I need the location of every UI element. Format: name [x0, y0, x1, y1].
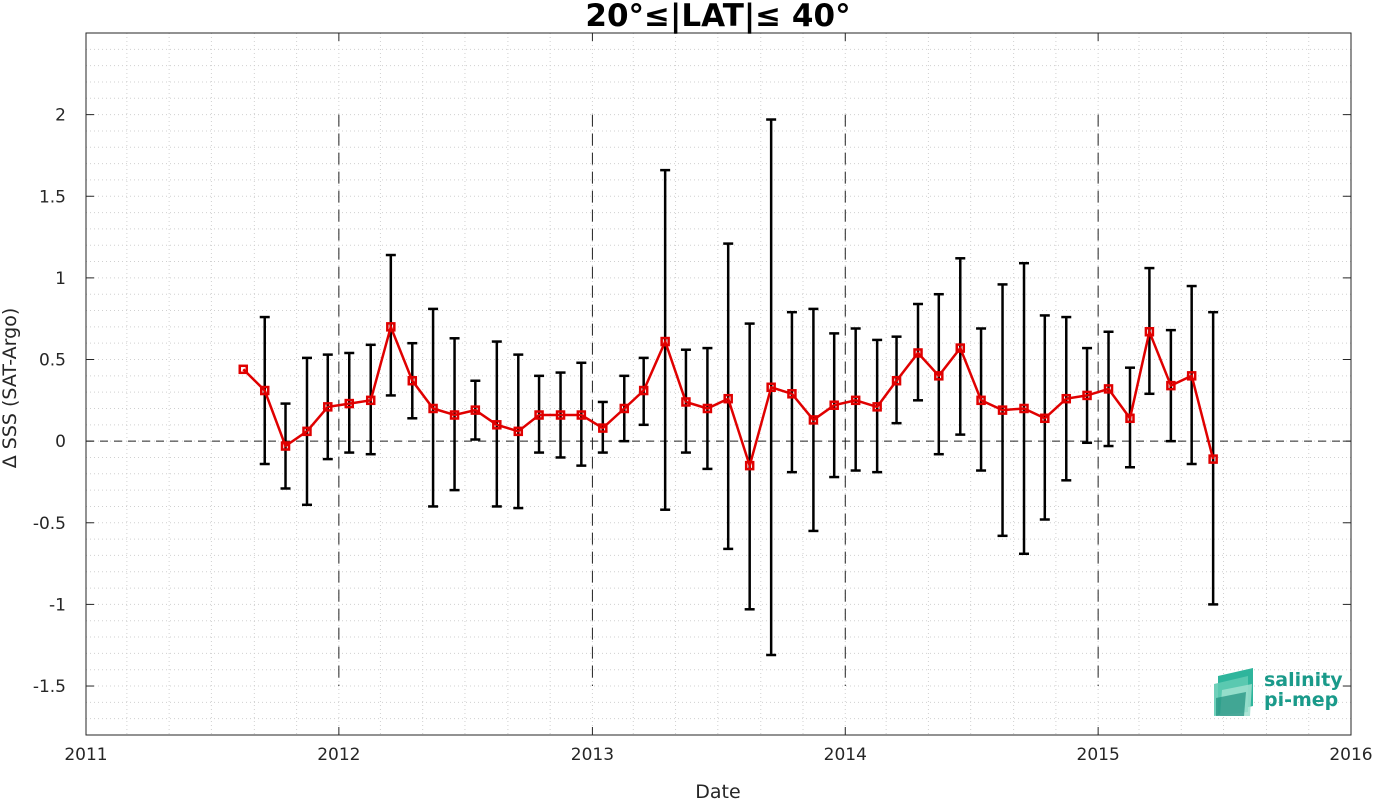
data-point — [787, 389, 797, 399]
data-point — [1166, 380, 1176, 391]
data-point — [238, 364, 249, 375]
data-point — [997, 405, 1008, 415]
series-line — [242, 322, 1215, 470]
data-point — [619, 403, 630, 414]
y-tick-labels: -1.5 -1 -0.5 0 0.5 1 1.5 2 — [33, 106, 66, 697]
logo-emblem-icon — [1214, 668, 1253, 716]
data-point — [702, 403, 713, 414]
x-tick-label: 2012 — [317, 745, 360, 765]
data-point — [407, 375, 418, 386]
data-point — [976, 395, 986, 406]
data-point — [660, 336, 670, 347]
data-point — [555, 410, 566, 420]
data-point — [850, 395, 861, 406]
data-point — [955, 343, 966, 353]
y-tick-label: -1 — [49, 595, 66, 615]
data-point — [280, 441, 291, 451]
y-tick-label: 1 — [55, 269, 66, 289]
data-point — [428, 403, 438, 414]
data-point — [872, 402, 882, 412]
y-tick-label: -0.5 — [33, 514, 66, 534]
salinity-pi-mep-logo: salinity pi-mep — [1214, 668, 1343, 716]
data-point — [829, 400, 839, 410]
y-tick-label: 0 — [55, 432, 66, 452]
data-point — [934, 371, 944, 381]
data-point — [766, 382, 776, 393]
y-tick-label: 2 — [55, 106, 66, 126]
y-tick-label: 1.5 — [39, 187, 66, 207]
data-point — [1019, 403, 1029, 414]
x-tick-label: 2014 — [824, 745, 867, 765]
data-point — [1040, 413, 1050, 424]
x-tick-label: 2011 — [64, 745, 107, 765]
logo-line2: pi-mep — [1264, 689, 1338, 711]
data-point — [1061, 393, 1072, 404]
y-axis-label: Δ SSS (SAT-Argo) — [0, 308, 21, 468]
data-point — [492, 420, 502, 430]
data-point — [470, 405, 481, 415]
data-point — [1103, 384, 1114, 394]
plot-background — [86, 33, 1351, 735]
data-point — [576, 410, 587, 420]
data-point — [598, 423, 608, 433]
data-point — [513, 426, 524, 437]
logo-line1: salinity — [1264, 669, 1343, 691]
year-divider-lines — [338, 114, 1099, 687]
data-point — [534, 410, 544, 420]
data-point — [891, 375, 902, 386]
data-point — [1208, 454, 1218, 464]
data-point — [386, 322, 396, 332]
chart-title: 20°≤|LAT|≤ 40° — [585, 0, 850, 34]
x-tick-label: 2015 — [1077, 745, 1120, 765]
data-point — [744, 460, 755, 471]
data-point — [1082, 390, 1092, 401]
data-point — [449, 410, 460, 420]
data-point — [913, 348, 923, 358]
data-point — [723, 393, 733, 404]
x-tick-label: 2013 — [571, 745, 614, 765]
data-point — [638, 385, 649, 396]
data-point — [1125, 413, 1135, 424]
data-point — [323, 402, 333, 412]
data-point — [681, 397, 691, 407]
data-point — [302, 426, 312, 437]
data-point — [344, 398, 355, 409]
plot-frame — [85, 32, 1352, 736]
data-point — [1186, 371, 1197, 381]
y-tick-label: -1.5 — [33, 677, 66, 697]
y-tick-label: 0.5 — [39, 351, 66, 371]
data-point — [808, 415, 819, 425]
x-axis-label: Date — [695, 781, 740, 801]
axis-ticks — [85, 33, 1352, 735]
grid — [86, 33, 1351, 735]
data-point — [259, 385, 270, 396]
x-tick-label: 2016 — [1329, 745, 1372, 765]
x-tick-labels: 2011 2012 2013 2014 2015 2016 — [64, 745, 1372, 765]
series-markers — [238, 322, 1218, 471]
data-point — [365, 395, 376, 406]
data-point — [1144, 327, 1155, 337]
